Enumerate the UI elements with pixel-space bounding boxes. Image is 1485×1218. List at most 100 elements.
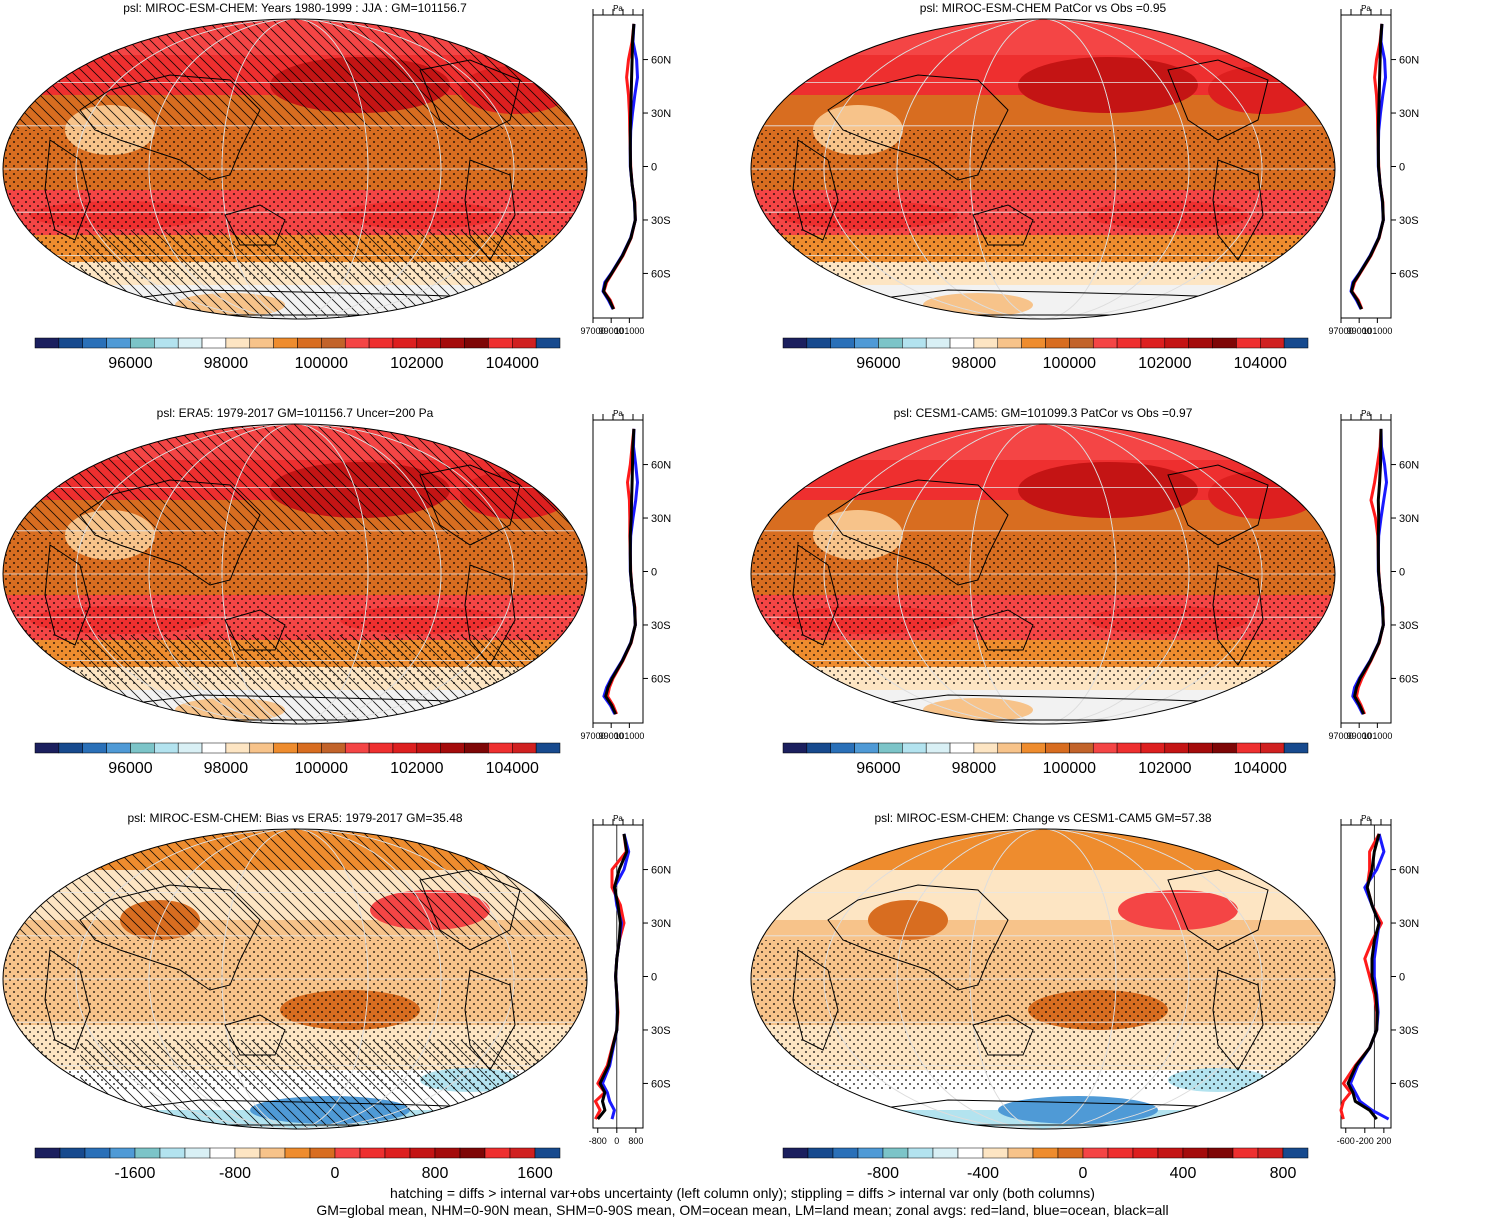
zonal-x-tick-label: -800 — [589, 1136, 607, 1146]
colorbar-swatch — [1082, 1147, 1109, 1159]
colorbar-swatch — [925, 337, 951, 349]
zonal-y-tick-label: 30N — [1399, 918, 1419, 930]
colorbar-swatch — [225, 742, 251, 754]
colorbar-swatch — [1045, 337, 1070, 349]
footer-line-1: hatching = diffs > internal var+obs unce… — [390, 1185, 1095, 1201]
colorbar-swatch — [878, 337, 903, 349]
colorbar-label: 104000 — [486, 355, 539, 372]
colorbar-swatch — [440, 337, 465, 349]
colorbar-swatch — [297, 742, 322, 754]
map-border — [750, 423, 1336, 725]
colorbar-swatch — [58, 337, 83, 349]
zonal-line-all — [596, 833, 629, 1121]
colorbar-swatch — [344, 742, 370, 754]
colorbar-swatch — [59, 1147, 86, 1159]
zonal-x-tick-label: -600 — [1337, 1136, 1355, 1146]
map-border — [750, 18, 1336, 320]
colorbar-swatch — [1007, 1147, 1034, 1159]
colorbar-swatch — [509, 1147, 536, 1159]
panel-3: psl: ERA5: 1979-2017 GM=101156.7 Uncer=2… — [2, 406, 671, 777]
colorbar-swatch — [807, 1147, 834, 1159]
continent-outline — [1167, 59, 1269, 141]
colorbar-swatch — [534, 1147, 561, 1159]
zonal-y-tick-label: 0 — [1399, 162, 1405, 174]
panel-2: psl: MIROC-ESM-CHEM PatCor vs Obs =0.95 9… — [750, 1, 1419, 372]
colorbar-swatch — [902, 742, 927, 754]
continent-outline — [972, 204, 1034, 246]
colorbar-swatch — [368, 742, 394, 754]
colorbar-swatch — [535, 742, 561, 754]
zonal-y-tick-label: 30S — [1399, 1025, 1419, 1037]
map-border — [750, 828, 1336, 1130]
colorbar-swatch — [434, 1147, 461, 1159]
field-blob — [1018, 462, 1198, 518]
zonal-y-tick-label: 60N — [651, 865, 671, 877]
zonal-x-tick-label: 0 — [614, 1136, 619, 1146]
map-field — [751, 829, 1335, 1129]
colorbar-swatch — [464, 337, 489, 349]
zonal-x-tick-label: 101000 — [1362, 731, 1392, 741]
continent-outline — [419, 869, 521, 951]
colorbar-swatch — [973, 337, 999, 349]
colorbar-swatch — [1140, 742, 1166, 754]
colorbar-swatch — [84, 1147, 111, 1159]
footer-line-2: GM=global mean, NHM=0-90N mean, SHM=0-90… — [316, 1202, 1169, 1218]
zonal-y-tick-label: 60N — [1399, 865, 1419, 877]
colorbar-label: 102000 — [1138, 760, 1191, 777]
colorbar-swatch — [392, 337, 418, 349]
panel-1: psl: MIROC-ESM-CHEM: Years 1980-1999 : J… — [2, 1, 671, 372]
zonal-y-tick-label: 30N — [651, 108, 671, 120]
zonal-plot: Pa -800 0 800 60N 30N 0 30S 60S — [589, 814, 671, 1146]
hatching — [3, 19, 587, 129]
continent-outline — [44, 139, 91, 241]
continent-outline — [827, 479, 1009, 586]
zonal-x-tick-label: 99000 — [599, 326, 624, 336]
colorbar-swatch — [1283, 742, 1309, 754]
colorbar-swatch — [249, 742, 274, 754]
colorbar-swatch — [1207, 1147, 1234, 1159]
zonal-y-tick-label: 30N — [1399, 108, 1419, 120]
colorbar-label: -400 — [967, 1165, 999, 1180]
map-field — [3, 424, 587, 724]
colorbar-swatch — [297, 337, 322, 349]
zonal-x-tick-label: 101000 — [614, 731, 644, 741]
zonal-line-all — [604, 428, 637, 715]
zonal-y-tick-label: 0 — [651, 162, 657, 174]
colorbar-swatch — [997, 337, 1022, 349]
colorbar-swatch — [109, 1147, 136, 1159]
colorbar-label: 104000 — [1234, 760, 1287, 777]
panel-title: psl: ERA5: 1979-2017 GM=101156.7 Uncer=2… — [157, 406, 434, 420]
zonal-unit: Pa — [613, 409, 623, 418]
colorbar-label: 98000 — [952, 760, 997, 777]
colorbar-swatch — [359, 1147, 386, 1159]
colorbar-swatch — [1021, 742, 1046, 754]
zonal-y-tick-label: 60N — [1399, 460, 1419, 472]
colorbar-label: -1600 — [115, 1165, 156, 1180]
colorbar-swatch — [409, 1147, 436, 1159]
colorbar-swatch — [459, 1147, 486, 1159]
panel-title: psl: MIROC-ESM-CHEM PatCor vs Obs =0.95 — [920, 1, 1167, 15]
colorbar-swatch — [58, 742, 83, 754]
zonal-x-tick-label: -200 — [1356, 1136, 1374, 1146]
continent-outline — [44, 949, 91, 1051]
zonal-x-tick-label: 99000 — [599, 731, 624, 741]
colorbar: 96000 98000 100000 102000 104000 — [34, 337, 561, 372]
colorbar-swatch — [512, 337, 537, 349]
zonal-unit: Pa — [1361, 814, 1371, 823]
zonal-line-all — [602, 23, 637, 310]
colorbar-swatch — [234, 1147, 261, 1159]
colorbar-swatch — [177, 337, 203, 349]
colorbar-swatch — [201, 337, 227, 349]
zonal-x-tick-label: 800 — [628, 1136, 643, 1146]
map-field — [3, 829, 587, 1129]
colorbar-swatch — [130, 337, 155, 349]
hatching — [80, 230, 540, 319]
colorbar-swatch — [106, 337, 131, 349]
colorbar-swatch — [488, 742, 513, 754]
colorbar-swatch — [1164, 337, 1189, 349]
colorbar-swatch — [982, 1147, 1009, 1159]
continent-outline — [972, 609, 1034, 651]
colorbar-swatch — [902, 337, 927, 349]
colorbar-swatch — [949, 337, 975, 349]
